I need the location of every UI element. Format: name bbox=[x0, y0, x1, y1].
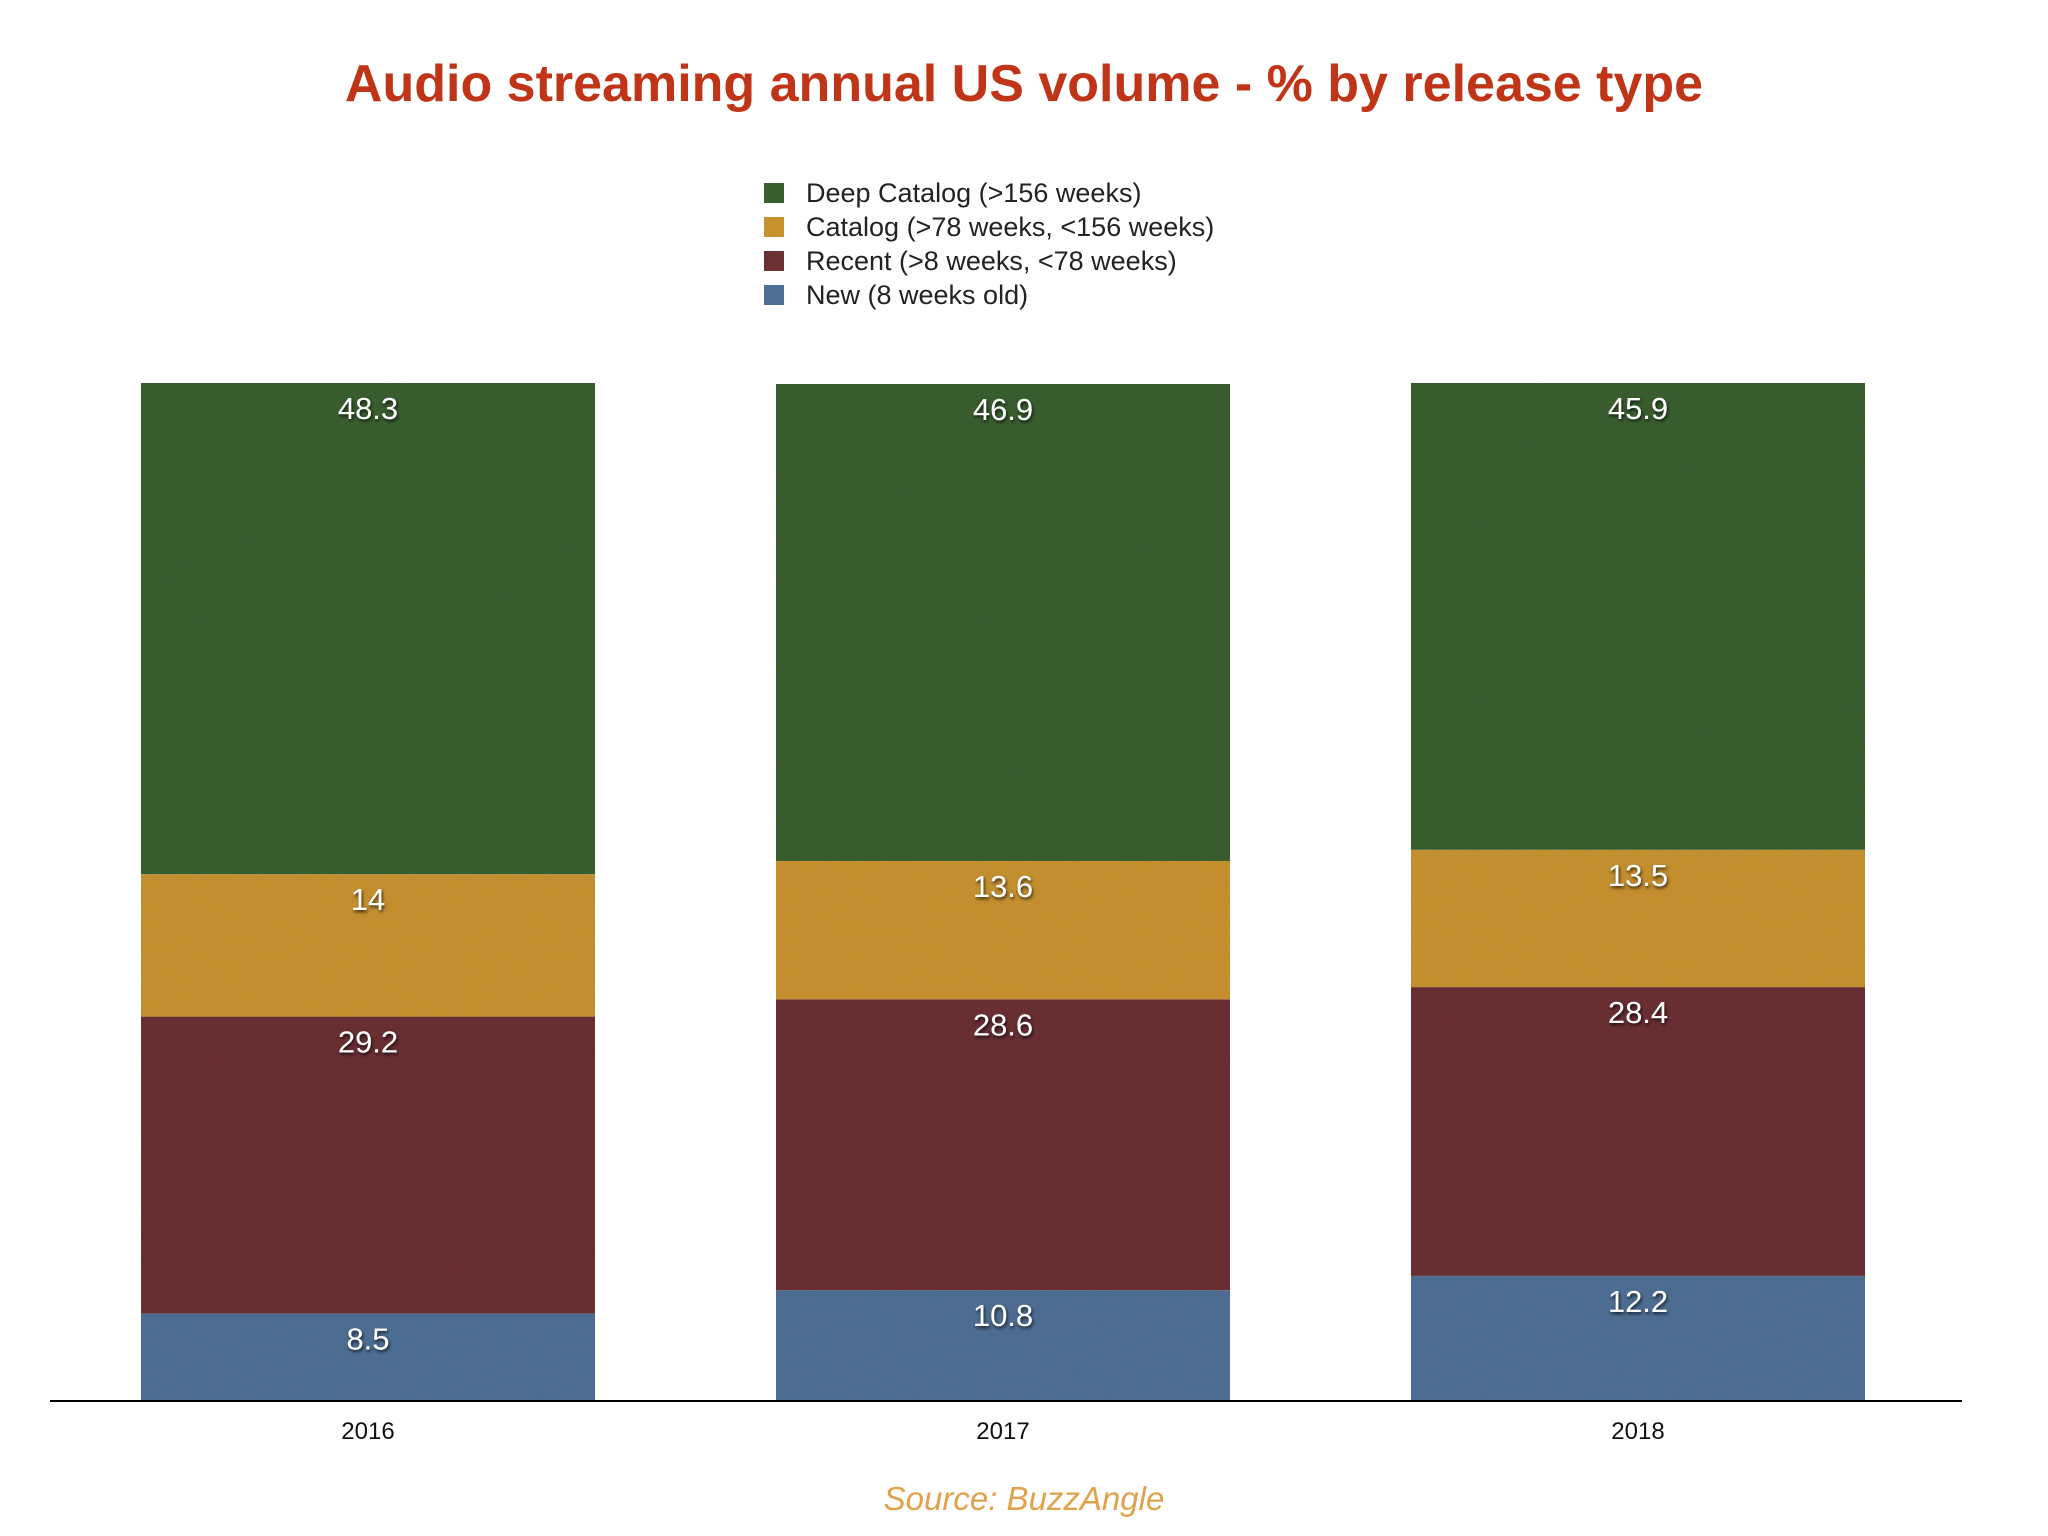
data-label-2017-catalog-78-weeks-156-weeks: 13.6 bbox=[973, 869, 1033, 904]
legend-label: New (8 weeks old) bbox=[806, 279, 1029, 310]
bar-segment-2017-catalog-78-weeks-156-weeks bbox=[776, 861, 1230, 1000]
legend-item-new-8-weeks-old: New (8 weeks old) bbox=[764, 278, 1214, 312]
data-label-2017-recent-8-weeks-78-weeks: 28.6 bbox=[973, 1007, 1033, 1042]
chart-legend: Deep Catalog (>156 weeks) Catalog (>78 we… bbox=[764, 176, 1214, 312]
bar-segment-2016-recent-8-weeks-78-weeks bbox=[141, 1016, 595, 1314]
legend-item-deep-catalog-156-weeks: Deep Catalog (>156 weeks) bbox=[764, 176, 1214, 210]
data-label-2018-recent-8-weeks-78-weeks: 28.4 bbox=[1608, 995, 1668, 1030]
legend-swatch bbox=[764, 285, 784, 305]
data-label-2017-new-8-weeks-old: 10.8 bbox=[973, 1298, 1033, 1333]
legend-item-recent-8-weeks-78-weeks: Recent (>8 weeks, <78 weeks) bbox=[764, 244, 1214, 278]
legend-label: Catalog (>78 weeks, <156 weeks) bbox=[806, 211, 1215, 242]
data-label-2016-new-8-weeks-old: 8.5 bbox=[346, 1322, 389, 1357]
x-tick-labels-layer: 2016 2017 2018 bbox=[341, 1418, 1664, 1445]
legend-swatch bbox=[764, 251, 784, 271]
x-tick-label-2017: 2017 bbox=[976, 1418, 1029, 1445]
data-label-2017-deep-catalog-156-weeks: 46.9 bbox=[973, 392, 1033, 427]
source-note: Source: BuzzAngle bbox=[883, 1480, 1165, 1517]
legend-swatch bbox=[764, 217, 784, 237]
legend-label: Deep Catalog (>156 weeks) bbox=[806, 177, 1142, 208]
bar-segment-2017-recent-8-weeks-78-weeks bbox=[776, 999, 1230, 1291]
data-label-2016-catalog-78-weeks-156-weeks: 14 bbox=[351, 882, 385, 917]
bar-segment-2016-catalog-78-weeks-156-weeks bbox=[141, 874, 595, 1017]
bar-segment-2017-deep-catalog-156-weeks bbox=[776, 384, 1230, 861]
bar-segment-2016-deep-catalog-156-weeks bbox=[141, 383, 595, 875]
data-label-2018-catalog-78-weeks-156-weeks: 13.5 bbox=[1608, 858, 1668, 893]
legend-label: Recent (>8 weeks, <78 weeks) bbox=[806, 245, 1177, 276]
bar-segment-2018-catalog-78-weeks-156-weeks bbox=[1411, 849, 1865, 988]
data-label-2016-recent-8-weeks-78-weeks: 29.2 bbox=[338, 1025, 398, 1060]
bar-segment-2018-new-8-weeks-old bbox=[1411, 1275, 1865, 1400]
bar-segment-2016-new-8-weeks-old bbox=[141, 1313, 595, 1400]
legend-item-catalog-78-weeks-156-weeks: Catalog (>78 weeks, <156 weeks) bbox=[764, 210, 1214, 244]
chart-title: Audio streaming annual US volume - % by … bbox=[344, 55, 1704, 113]
x-tick-label-2018: 2018 bbox=[1611, 1418, 1664, 1445]
bars-layer bbox=[141, 383, 1865, 1400]
legend-swatch bbox=[764, 183, 784, 203]
bar-segment-2018-recent-8-weeks-78-weeks bbox=[1411, 987, 1865, 1276]
bar-segment-2017-new-8-weeks-old bbox=[776, 1290, 1230, 1400]
data-label-2016-deep-catalog-156-weeks: 48.3 bbox=[338, 391, 398, 426]
data-label-2018-new-8-weeks-old: 12.2 bbox=[1608, 1284, 1668, 1319]
x-tick-label-2016: 2016 bbox=[341, 1418, 394, 1445]
data-label-2018-deep-catalog-156-weeks: 45.9 bbox=[1608, 391, 1668, 426]
value-labels-layer: 8.5 29.2 14 48.3 10.8 28.6 13.6 46.9 12.2 28.4 13.… bbox=[338, 391, 1668, 1357]
bar-segment-2018-deep-catalog-156-weeks bbox=[1411, 383, 1865, 850]
